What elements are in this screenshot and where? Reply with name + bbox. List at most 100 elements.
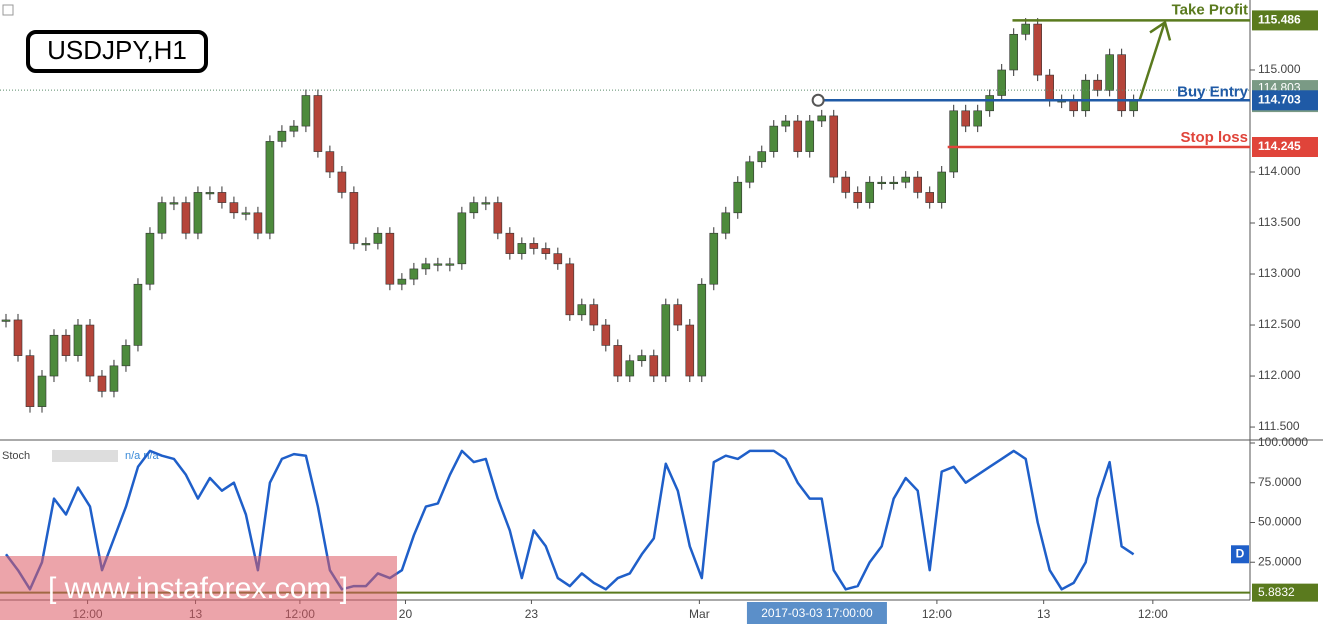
stoch-level-label: 5.8832 xyxy=(1258,585,1295,599)
candle xyxy=(121,345,131,367)
candle xyxy=(481,202,491,205)
candle xyxy=(697,283,707,377)
candle xyxy=(181,202,191,234)
entry-marker xyxy=(811,93,825,107)
candle xyxy=(745,161,755,183)
candle xyxy=(1,319,11,322)
candle xyxy=(529,243,539,249)
level-price: 114.245 xyxy=(1258,139,1301,153)
candle xyxy=(469,202,479,214)
candle xyxy=(337,171,347,193)
candle xyxy=(553,253,563,265)
y-tick-label: 113.500 xyxy=(1258,215,1301,229)
indicator-buttons xyxy=(52,450,118,462)
candle xyxy=(313,95,323,152)
candle xyxy=(325,151,335,173)
candle xyxy=(601,324,611,346)
candle xyxy=(1009,33,1018,71)
candle xyxy=(1093,79,1102,91)
x-tick-label: 23 xyxy=(525,607,539,621)
candle xyxy=(805,120,815,152)
candle xyxy=(385,232,395,285)
candle xyxy=(961,110,970,127)
candle xyxy=(169,202,179,205)
candle xyxy=(1117,54,1126,112)
y-tick-label: 111.500 xyxy=(1258,419,1300,433)
y-tick-label: 115.000 xyxy=(1258,62,1301,76)
candle xyxy=(193,192,203,234)
candle xyxy=(973,110,982,127)
candle xyxy=(1105,54,1114,91)
watermark: [ www.instaforex.com ] xyxy=(48,572,348,605)
candle xyxy=(37,375,47,407)
crosshair-time: 2017-03-03 17:00:00 xyxy=(761,606,873,620)
collapse-icon[interactable] xyxy=(2,4,14,16)
candle xyxy=(649,355,659,377)
y2-tick-label: 100.0000 xyxy=(1258,435,1308,449)
candle xyxy=(157,202,167,234)
candle xyxy=(829,115,839,178)
candle xyxy=(853,192,863,203)
candle xyxy=(589,304,599,326)
candle xyxy=(949,110,958,173)
watermark-box xyxy=(0,556,397,620)
candle xyxy=(109,365,119,392)
level-label: Buy Entry xyxy=(1177,83,1249,100)
candle xyxy=(289,125,299,132)
candle xyxy=(505,232,515,254)
candle xyxy=(877,181,887,185)
candle xyxy=(253,212,263,234)
y2-tick-label: 50.0000 xyxy=(1258,515,1302,529)
candle xyxy=(997,69,1006,96)
x-tick-label: 12:00 xyxy=(922,607,952,621)
series-tag xyxy=(1231,545,1249,564)
candle xyxy=(457,212,467,265)
crosshair-time-box xyxy=(746,602,887,624)
candle xyxy=(409,268,419,280)
candle xyxy=(865,181,875,203)
candle xyxy=(97,375,107,392)
candle xyxy=(709,232,719,285)
candle xyxy=(61,334,71,356)
tp-arrow xyxy=(1138,24,1166,101)
candle xyxy=(277,130,287,142)
candle xyxy=(841,176,851,193)
candle xyxy=(433,263,443,266)
candle xyxy=(565,263,575,316)
candle xyxy=(1045,74,1054,101)
y-tick-label: 112.500 xyxy=(1258,317,1301,331)
candle xyxy=(13,319,23,356)
candle xyxy=(265,141,275,234)
stoch-level-box xyxy=(1252,583,1318,602)
level-price-box xyxy=(1252,90,1318,111)
candle xyxy=(493,202,503,234)
candle xyxy=(241,212,251,215)
y2-tick-label: 25.0000 xyxy=(1258,554,1302,568)
candle xyxy=(397,278,407,285)
y-tick-label: 114.000 xyxy=(1258,164,1301,178)
y-tick-label: 113.000 xyxy=(1258,266,1301,280)
candle xyxy=(541,248,551,254)
level-price: 114.703 xyxy=(1258,92,1301,106)
stoch-panel: Stoch n/a n/a 25.0000 50.0000 75.0000 100.000… xyxy=(0,435,1318,624)
level-price: 115.486 xyxy=(1258,13,1301,27)
candle xyxy=(637,355,647,362)
candle xyxy=(721,212,731,234)
level-label: Take Profit xyxy=(1172,1,1248,18)
symbol: USDJPY,H1 xyxy=(47,35,187,65)
candle xyxy=(361,243,371,246)
symbol-box xyxy=(26,30,208,73)
y-tick-label: 112.000 xyxy=(1258,368,1301,382)
candle xyxy=(421,263,431,270)
candle xyxy=(133,283,143,346)
series-name: D xyxy=(1236,546,1245,560)
candle xyxy=(673,304,683,326)
candle xyxy=(1021,23,1030,35)
candle xyxy=(1033,23,1042,76)
x-tick-label: Mar xyxy=(689,607,710,621)
candle xyxy=(889,181,899,185)
candle xyxy=(757,151,767,163)
y2-tick-label: 75.0000 xyxy=(1258,475,1302,489)
candle xyxy=(373,232,383,244)
candle xyxy=(781,120,791,127)
